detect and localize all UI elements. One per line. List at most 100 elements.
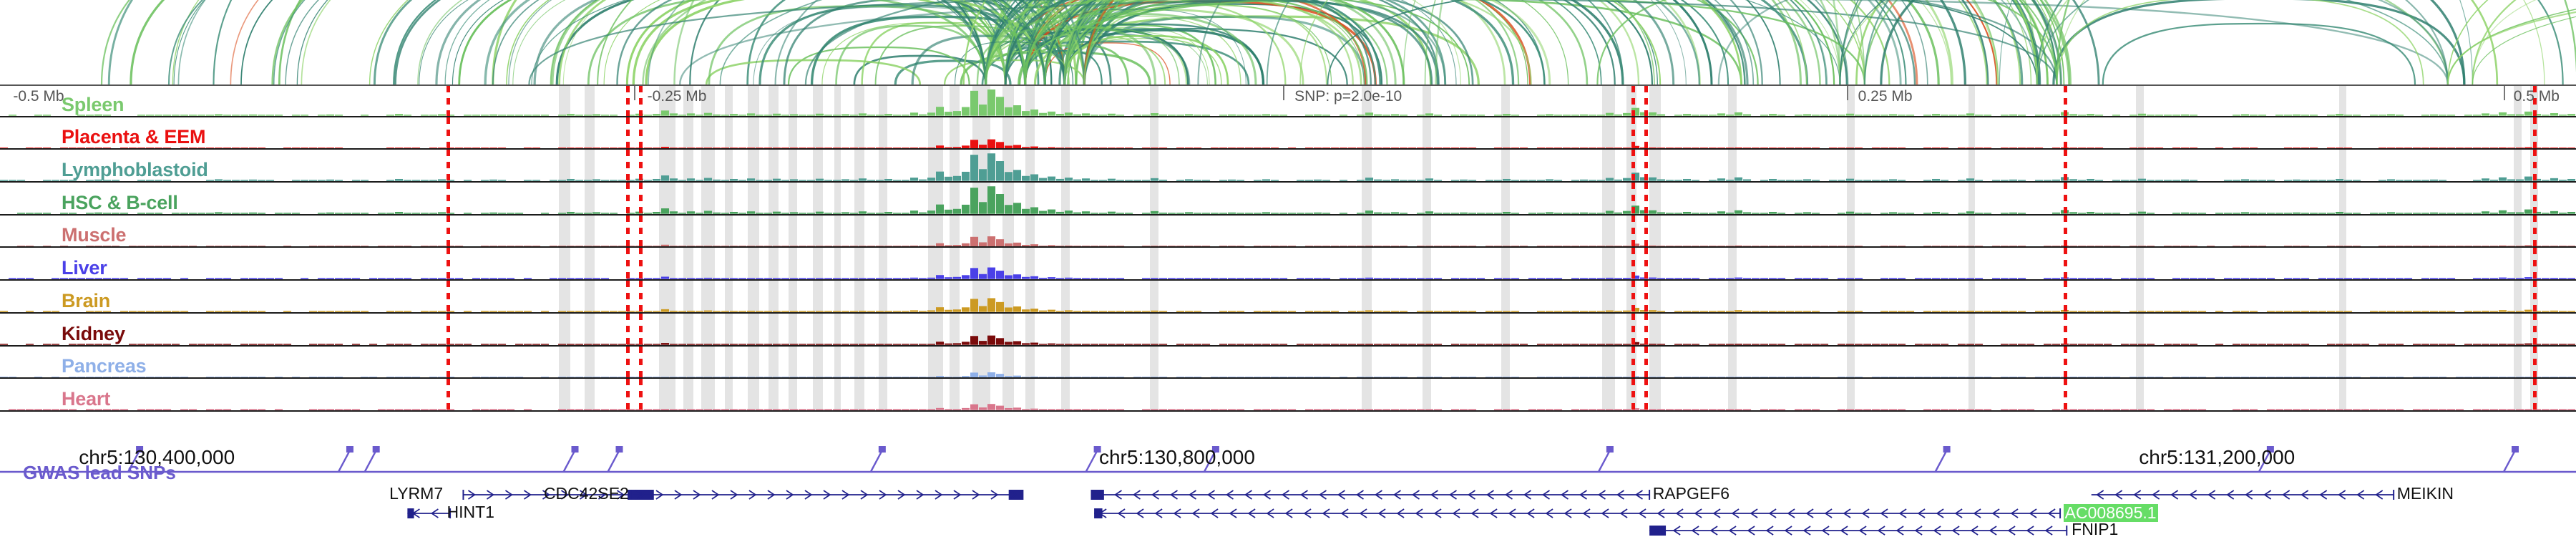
signal-bar [2267, 311, 2275, 312]
gwas-snp-stem [1085, 450, 1098, 473]
signal-bar [678, 376, 687, 378]
signal-bar [1322, 409, 1331, 410]
signal-bar [1357, 213, 1365, 214]
regulatory-region-band [789, 281, 797, 312]
signal-bar [1623, 278, 1631, 280]
signal-bar [1838, 311, 1846, 312]
signal-bar [326, 311, 335, 312]
signal-bar [2190, 180, 2198, 182]
regulatory-region-band [834, 313, 841, 345]
gene-strand-arrow [1247, 508, 1256, 518]
signal-track-placenta-eem[interactable]: Placenta & EEM [0, 117, 2576, 150]
signal-bar [1202, 343, 1211, 345]
signal-bar [2336, 147, 2344, 149]
signal-bar [1262, 278, 1271, 280]
signal-bar [1958, 311, 1966, 312]
signal-bar [592, 376, 601, 378]
gene-symbol-ac008695-1[interactable]: AC008695.1 [2063, 503, 2158, 522]
signal-bar [790, 147, 799, 149]
regulatory-region-band [701, 313, 715, 345]
signal-bar [884, 409, 893, 410]
signal-track-muscle[interactable]: Muscle [0, 215, 2576, 248]
signal-track-kidney[interactable]: Kidney [0, 313, 2576, 347]
signal-bar [1589, 376, 1597, 378]
signal-bar [429, 278, 438, 280]
signal-bar [1254, 311, 1262, 312]
signal-bar [721, 278, 730, 280]
gene-symbol-lyrm7[interactable]: LYRM7 [389, 484, 444, 503]
gene-symbol-fnip1[interactable]: FNIP1 [2072, 520, 2119, 537]
signal-bar [1468, 278, 1477, 280]
signal-bar [850, 180, 859, 182]
signal-bar [1889, 245, 1898, 247]
signal-bar [945, 309, 953, 312]
signal-track-spleen[interactable]: -0.5 Mb -0.25 Mb SNP: p=2.0e-10 0.25 Mb 0.5 … [0, 84, 2576, 117]
signal-bar [2447, 147, 2456, 149]
signal-bar [1082, 376, 1091, 378]
signal-bar [1640, 409, 1649, 410]
signal-bar [1923, 213, 1932, 214]
signal-bar [1091, 343, 1099, 345]
signal-bar [1382, 343, 1391, 345]
gene-symbol-cdc42se2[interactable]: CDC42SE2 [543, 484, 629, 503]
signal-bar [2473, 245, 2482, 247]
regulatory-region-band [1002, 117, 1014, 149]
signal-track-lymphoblastoid[interactable]: Lymphoblastoid [0, 150, 2576, 183]
signal-bar [893, 213, 902, 214]
gene-symbol-hint1[interactable]: HINT1 [447, 503, 494, 521]
signal-bar [2310, 376, 2318, 378]
track-label-heart: Heart [62, 387, 111, 410]
signal-bar [1966, 278, 1975, 280]
gene-symbol-meikin[interactable]: MEIKIN [2396, 484, 2454, 503]
signal-bar [884, 245, 893, 247]
signal-bar [618, 376, 627, 378]
signal-bar [2258, 180, 2267, 182]
signal-bar [1271, 311, 1279, 312]
gwas-snp-stem [2258, 450, 2271, 473]
gene-strand-arrow [579, 490, 587, 500]
signal-bar [816, 311, 824, 312]
signal-bar [249, 278, 258, 280]
signal-bar [69, 213, 77, 214]
signal-bar [2284, 343, 2293, 345]
signal-track-brain[interactable]: Brain [0, 281, 2576, 314]
signal-track-pancreas[interactable]: Pancreas [0, 346, 2576, 379]
signal-bar [1640, 112, 1649, 116]
gene-symbol-rapgef6[interactable]: RAPGEF6 [1652, 484, 1730, 503]
signal-bar [2078, 180, 2087, 182]
gene-strand-arrow [1284, 508, 1293, 518]
signal-bar [1683, 311, 1692, 312]
signal-bar [1400, 376, 1408, 378]
signal-bar [1958, 245, 1966, 247]
signal-bar [592, 278, 601, 280]
signal-bar [1228, 343, 1236, 345]
signal-bar [2164, 343, 2172, 345]
signal-track-liver[interactable]: Liver [0, 248, 2576, 281]
signal-bar [1657, 114, 1666, 116]
signal-bar [2507, 212, 2516, 214]
interaction-arc [587, 0, 987, 84]
gene-strand-arrow [655, 490, 664, 500]
signal-bar [1365, 278, 1374, 280]
snp-marker-line [639, 379, 643, 410]
signal-bar [1125, 180, 1133, 182]
signal-bar [2190, 376, 2198, 378]
signal-bar [258, 213, 266, 214]
signal-bar [2069, 343, 2078, 345]
signal-bar [1614, 212, 1623, 214]
signal-bar [180, 311, 189, 312]
signal-bar [1743, 278, 1752, 280]
signal-bar [2533, 211, 2542, 214]
signal-bar [447, 278, 455, 280]
signal-bar [2001, 278, 2009, 280]
signal-bar [893, 278, 902, 280]
signal-bar [146, 278, 155, 280]
signal-bar [713, 245, 721, 247]
signal-bar [859, 211, 867, 214]
signal-track-heart[interactable]: Heart [0, 379, 2576, 412]
signal-bar [1460, 311, 1468, 312]
signal-bar [1322, 343, 1331, 345]
signal-bar [2387, 179, 2396, 182]
signal-track-hsc-b-cell[interactable]: HSC & B-cell [0, 183, 2576, 216]
signal-bar [1683, 376, 1692, 378]
